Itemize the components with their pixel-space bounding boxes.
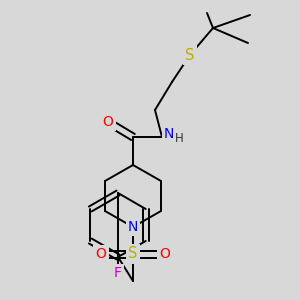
Text: F: F bbox=[114, 266, 122, 280]
Text: O: O bbox=[96, 247, 106, 261]
Text: S: S bbox=[128, 247, 138, 262]
Text: H: H bbox=[175, 131, 183, 145]
Text: O: O bbox=[103, 115, 113, 129]
Text: S: S bbox=[185, 47, 195, 62]
Text: N: N bbox=[164, 127, 174, 141]
Text: O: O bbox=[160, 247, 170, 261]
Text: N: N bbox=[128, 220, 138, 234]
